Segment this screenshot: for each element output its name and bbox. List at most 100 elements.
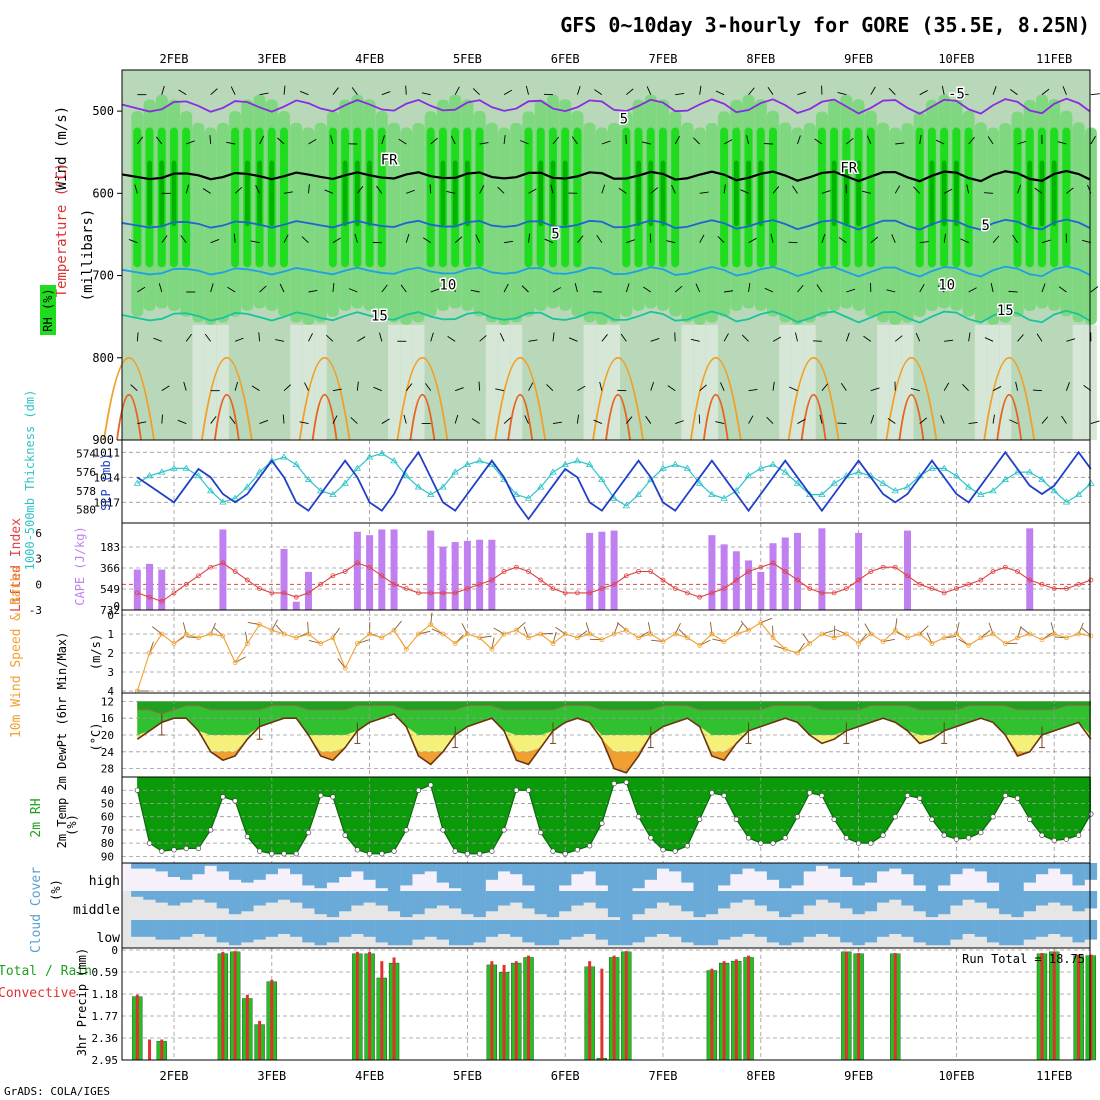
rh2m-point: [244, 833, 251, 840]
rh-blob: [791, 127, 804, 325]
cape-bar: [353, 531, 361, 610]
wind-barb: [202, 188, 211, 194]
rh-dry-column: [901, 324, 914, 440]
precip-convective-bar: [734, 959, 738, 1060]
cloud-cell: [620, 920, 633, 946]
wind-barb: [941, 85, 945, 95]
lifted-index-point: [1076, 581, 1082, 587]
cloud-cell: [204, 920, 217, 937]
wind-speed-point: [929, 641, 935, 646]
rh-blob-wet: [133, 127, 142, 268]
precip-convective-bar: [160, 1039, 164, 1060]
cloud-cell: [681, 891, 694, 912]
wind-speed-point: [636, 635, 641, 641]
rh2m-point: [269, 851, 275, 857]
rh-blob-wet: [426, 127, 435, 268]
wind-barb: [601, 334, 608, 342]
precip-convective-axis-label: Convective: [0, 986, 76, 1001]
wind-speed-point: [648, 631, 654, 637]
lifted-index-point: [147, 594, 152, 600]
wind-barb: [1090, 93, 1100, 96]
lifted-index-point: [599, 586, 605, 592]
wind-barb: [552, 421, 562, 425]
cape-bar: [427, 530, 435, 610]
cloud-cell: [546, 920, 560, 946]
footer-credit: GrADS: COLA/IGES: [4, 1085, 110, 1098]
wind-barb: [795, 332, 798, 342]
wind-barb: [821, 190, 831, 194]
wind-barb: [128, 239, 138, 244]
cape-bar: [708, 535, 716, 610]
thickness-point: [329, 490, 337, 498]
lifted-index-point: [905, 573, 910, 579]
cloud-cell: [314, 863, 327, 889]
wind-barb: [992, 86, 997, 95]
wind-barb: [1012, 234, 1018, 243]
cloud-cell: [302, 891, 315, 909]
wind-speed-point: [685, 635, 690, 641]
li-tick-label: 0: [35, 578, 42, 591]
cloud-cell: [827, 920, 841, 937]
cloud-cell: [950, 891, 963, 906]
cape-bar: [219, 529, 227, 610]
thickness-point: [757, 464, 765, 471]
temp-contour-25: [800, 393, 827, 441]
wind-barb: [259, 419, 269, 424]
cloud-cell: [999, 863, 1012, 891]
wind-speed-point: [538, 631, 544, 637]
rh2m-point: [379, 851, 385, 857]
rh-dry-column: [510, 324, 523, 440]
cloud-cell: [559, 863, 572, 886]
lifted-index-point: [257, 586, 262, 592]
thickness-point: [818, 490, 826, 498]
cloud-cell: [424, 920, 437, 937]
cloud-cell: [1060, 891, 1073, 906]
rh2m-point: [917, 795, 923, 801]
wind-barb: [472, 88, 480, 95]
precip-tick-label: 1.77: [92, 1010, 119, 1023]
rh-blob: [510, 122, 523, 323]
thickness-point: [573, 457, 582, 464]
wind-barb: [544, 238, 554, 244]
wind-barb: [723, 139, 733, 145]
top-date-label: 4FEB: [355, 52, 384, 66]
lifted-index-point: [978, 577, 984, 583]
cape-bar: [133, 569, 141, 610]
cloud-cell: [290, 863, 303, 875]
thickness-point: [537, 483, 545, 490]
thickness-point: [1038, 475, 1046, 483]
thickness-point: [378, 449, 386, 456]
cape-tick-label: 183: [100, 541, 120, 554]
wind-barb: [675, 420, 684, 424]
wind-barb: [919, 135, 922, 145]
cloud-cell: [143, 920, 156, 937]
lifted-index-point: [354, 560, 360, 566]
wind-barb: [332, 87, 339, 95]
rh2m-point: [134, 787, 140, 793]
contour-label: 15: [371, 309, 388, 325]
cloud-cell: [534, 920, 547, 946]
wind-barb: [153, 337, 162, 342]
wind-barb: [740, 189, 749, 194]
wind-barb: [356, 381, 359, 391]
lifted-index-point: [550, 586, 556, 592]
thickness-point: [524, 494, 533, 501]
rh2m-axis-label: 2m RH: [29, 798, 44, 837]
thickness-point: [1001, 475, 1010, 483]
rh2m-point: [342, 832, 348, 838]
lifted-index-point: [318, 581, 324, 587]
cloud-cell: [730, 863, 743, 875]
wind-barb: [821, 383, 829, 391]
lifted-index-point: [672, 586, 678, 592]
wind-barb: [546, 384, 554, 391]
rh2m-point: [990, 814, 996, 820]
cloud-cell: [607, 891, 621, 918]
rh2m-point: [599, 820, 605, 826]
thickness-point: [219, 498, 227, 505]
rh-blob-wet: [573, 127, 582, 268]
thickness-point: [1050, 487, 1058, 494]
thickness-point: [549, 468, 557, 475]
wind-speed-point: [575, 635, 580, 641]
lifted-index-point: [183, 581, 189, 587]
mb-tick-label: 700: [92, 269, 114, 283]
